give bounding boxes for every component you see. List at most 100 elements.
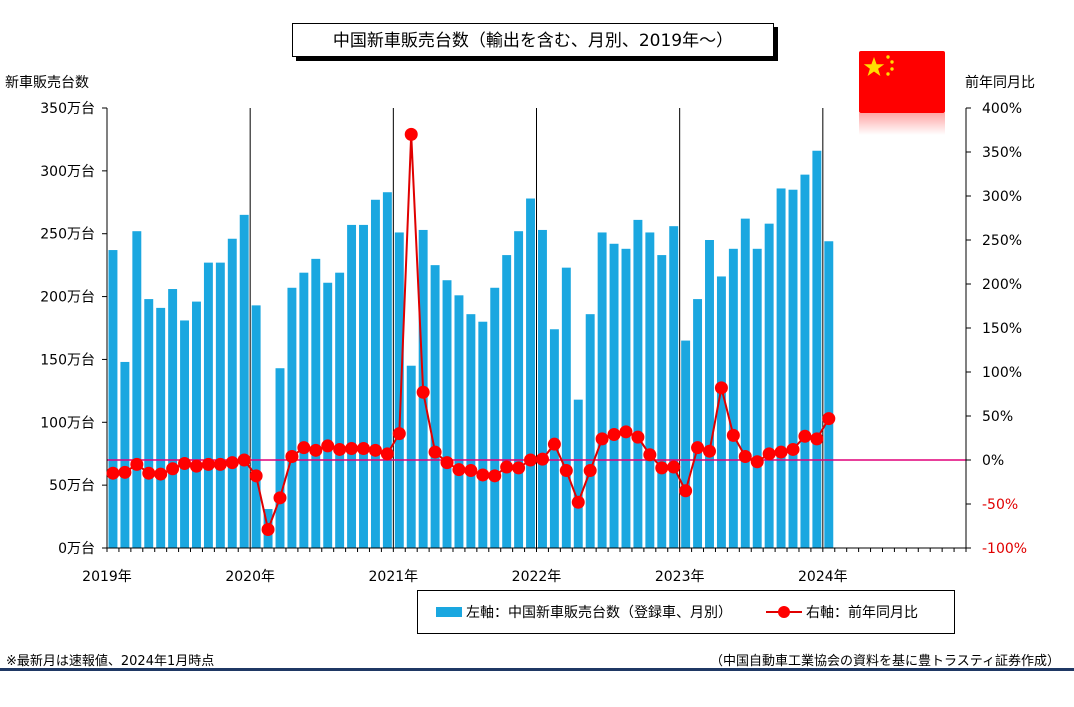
bar bbox=[275, 368, 285, 548]
bar bbox=[251, 305, 261, 548]
bar bbox=[370, 199, 380, 548]
yoy-point bbox=[679, 484, 693, 498]
bar bbox=[728, 248, 738, 549]
bar bbox=[693, 299, 703, 548]
bar bbox=[752, 248, 762, 549]
bar bbox=[740, 218, 750, 548]
bar bbox=[180, 320, 190, 548]
year-label: 2020年 bbox=[225, 569, 275, 585]
yoy-point bbox=[643, 448, 657, 462]
yoy-point bbox=[571, 495, 585, 509]
bar bbox=[478, 321, 488, 548]
yoy-point bbox=[285, 449, 299, 463]
source-note: （中国自動車工業協会の資料を基に豊トラスティ証券作成） bbox=[710, 654, 1060, 669]
bar bbox=[120, 361, 130, 548]
year-label: 2023年 bbox=[655, 569, 705, 585]
yoy-point bbox=[106, 466, 120, 480]
bar bbox=[621, 248, 631, 549]
bar bbox=[442, 280, 452, 548]
yoy-point bbox=[535, 452, 549, 466]
yoy-point bbox=[655, 461, 669, 475]
bar bbox=[454, 295, 464, 548]
left-tick-label: 350万台 bbox=[40, 101, 95, 117]
bar bbox=[490, 287, 500, 548]
bar bbox=[203, 262, 213, 548]
left-axis-title: 新車販売台数 bbox=[5, 75, 89, 91]
legend-bars-label: 左軸：中国新車販売台数（登録車、月別） bbox=[466, 605, 732, 621]
bar bbox=[538, 229, 547, 548]
yoy-point bbox=[201, 457, 215, 471]
legend-line-marker-icon bbox=[766, 606, 802, 618]
yoy-point bbox=[261, 523, 275, 537]
left-tick-label: 0万台 bbox=[58, 541, 95, 557]
yoy-point bbox=[488, 469, 502, 483]
yoy-point bbox=[142, 466, 156, 480]
bar bbox=[824, 241, 834, 548]
chart-legend: 左軸：中国新車販売台数（登録車、月別） 右軸：前年同月比 bbox=[417, 590, 955, 634]
year-label: 2024年 bbox=[798, 569, 848, 585]
bar bbox=[561, 267, 571, 548]
yoy-point bbox=[583, 464, 597, 478]
bar bbox=[705, 240, 714, 548]
right-tick-label: 350% bbox=[982, 145, 1022, 161]
right-tick-label: 400% bbox=[982, 101, 1022, 117]
bar bbox=[335, 272, 345, 548]
bar bbox=[359, 224, 368, 548]
legend-bar-swatch bbox=[436, 607, 462, 617]
yoy-point bbox=[154, 467, 168, 481]
bar bbox=[776, 188, 786, 548]
bar bbox=[382, 192, 392, 548]
yoy-point bbox=[595, 432, 609, 446]
bar bbox=[132, 231, 142, 548]
yoy-point bbox=[392, 427, 406, 441]
left-tick-label: 200万台 bbox=[40, 290, 95, 306]
yoy-point bbox=[750, 455, 764, 469]
bar bbox=[406, 365, 416, 548]
right-tick-label: 200% bbox=[982, 277, 1022, 293]
yoy-point bbox=[667, 460, 681, 474]
yoy-point bbox=[762, 447, 776, 461]
bar bbox=[800, 174, 810, 548]
bar bbox=[227, 238, 237, 548]
yoy-point bbox=[321, 439, 335, 453]
yoy-point bbox=[619, 425, 633, 439]
yoy-point bbox=[333, 442, 347, 456]
yoy-point bbox=[822, 412, 836, 426]
legend-line-label: 右軸：前年同月比 bbox=[806, 605, 918, 621]
bar bbox=[108, 250, 118, 549]
yoy-point bbox=[631, 430, 645, 444]
yoy-point bbox=[452, 463, 466, 477]
bar bbox=[716, 276, 726, 548]
yoy-point bbox=[416, 385, 430, 399]
bar bbox=[514, 231, 524, 548]
flag-small-star bbox=[890, 67, 894, 71]
yoy-point bbox=[512, 461, 526, 475]
yoy-point bbox=[726, 428, 740, 442]
yoy-point bbox=[249, 469, 263, 483]
right-axis-title: 前年同月比 bbox=[965, 75, 1035, 91]
bar bbox=[311, 258, 321, 548]
year-label: 2021年 bbox=[369, 569, 419, 585]
yoy-point bbox=[309, 443, 323, 457]
yoy-point bbox=[714, 381, 728, 395]
left-tick-label: 100万台 bbox=[40, 415, 95, 431]
yoy-point bbox=[213, 457, 227, 471]
bar bbox=[466, 314, 476, 548]
bar bbox=[430, 265, 440, 548]
bar bbox=[323, 282, 333, 548]
bar bbox=[788, 189, 798, 548]
bar bbox=[347, 224, 357, 548]
yoy-point bbox=[559, 464, 573, 478]
right-tick-label: 50% bbox=[982, 409, 1013, 425]
yoy-point bbox=[428, 445, 442, 459]
bar bbox=[681, 340, 691, 548]
right-tick-label: 150% bbox=[982, 321, 1022, 337]
yoy-point bbox=[118, 465, 132, 479]
yoy-point bbox=[547, 437, 561, 451]
bar bbox=[812, 150, 822, 548]
right-tick-label: 0% bbox=[982, 453, 1004, 469]
yoy-point bbox=[440, 456, 454, 470]
yoy-point bbox=[691, 441, 705, 455]
bottom-divider bbox=[0, 668, 1074, 671]
legend-item-bars: 左軸：中国新車販売台数（登録車、月別） bbox=[436, 602, 732, 622]
